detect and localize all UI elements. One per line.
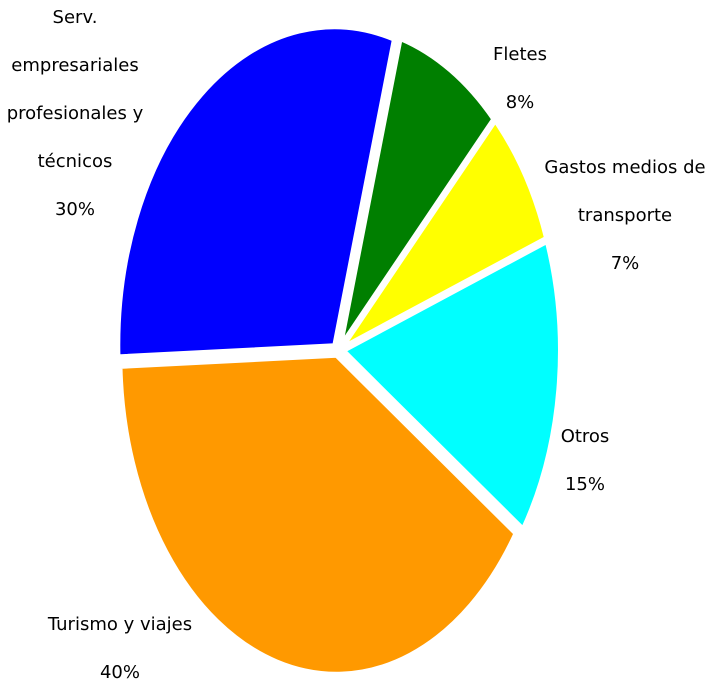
category-name: Turismo y viajes <box>47 614 193 635</box>
value-label: 30% <box>54 199 95 220</box>
value-label: 15% <box>564 474 605 495</box>
category-name: Otros <box>560 426 610 447</box>
value-label: 8% <box>505 92 535 113</box>
pie-slice <box>339 36 496 346</box>
category-name: Gastos medios de transporte <box>544 157 706 226</box>
slice-label: Gastos medios de transporte 7% <box>530 144 709 288</box>
value-label: 40% <box>99 662 140 683</box>
value-label: 7% <box>610 253 640 274</box>
pie-slice <box>341 117 549 349</box>
slice-label: Turismo y viajes 40% <box>20 601 220 689</box>
slice-label: Fletes 8% <box>460 31 580 127</box>
pie-slice <box>116 25 397 359</box>
slice-label: Serv. empresariales profesionales y técn… <box>0 0 160 234</box>
pie-slice <box>340 238 562 532</box>
category-name: Serv. empresariales profesionales y técn… <box>6 7 144 172</box>
slice-label: Otros 15% <box>530 413 640 509</box>
pie-slice <box>118 353 518 676</box>
category-name: Fletes <box>493 44 547 65</box>
